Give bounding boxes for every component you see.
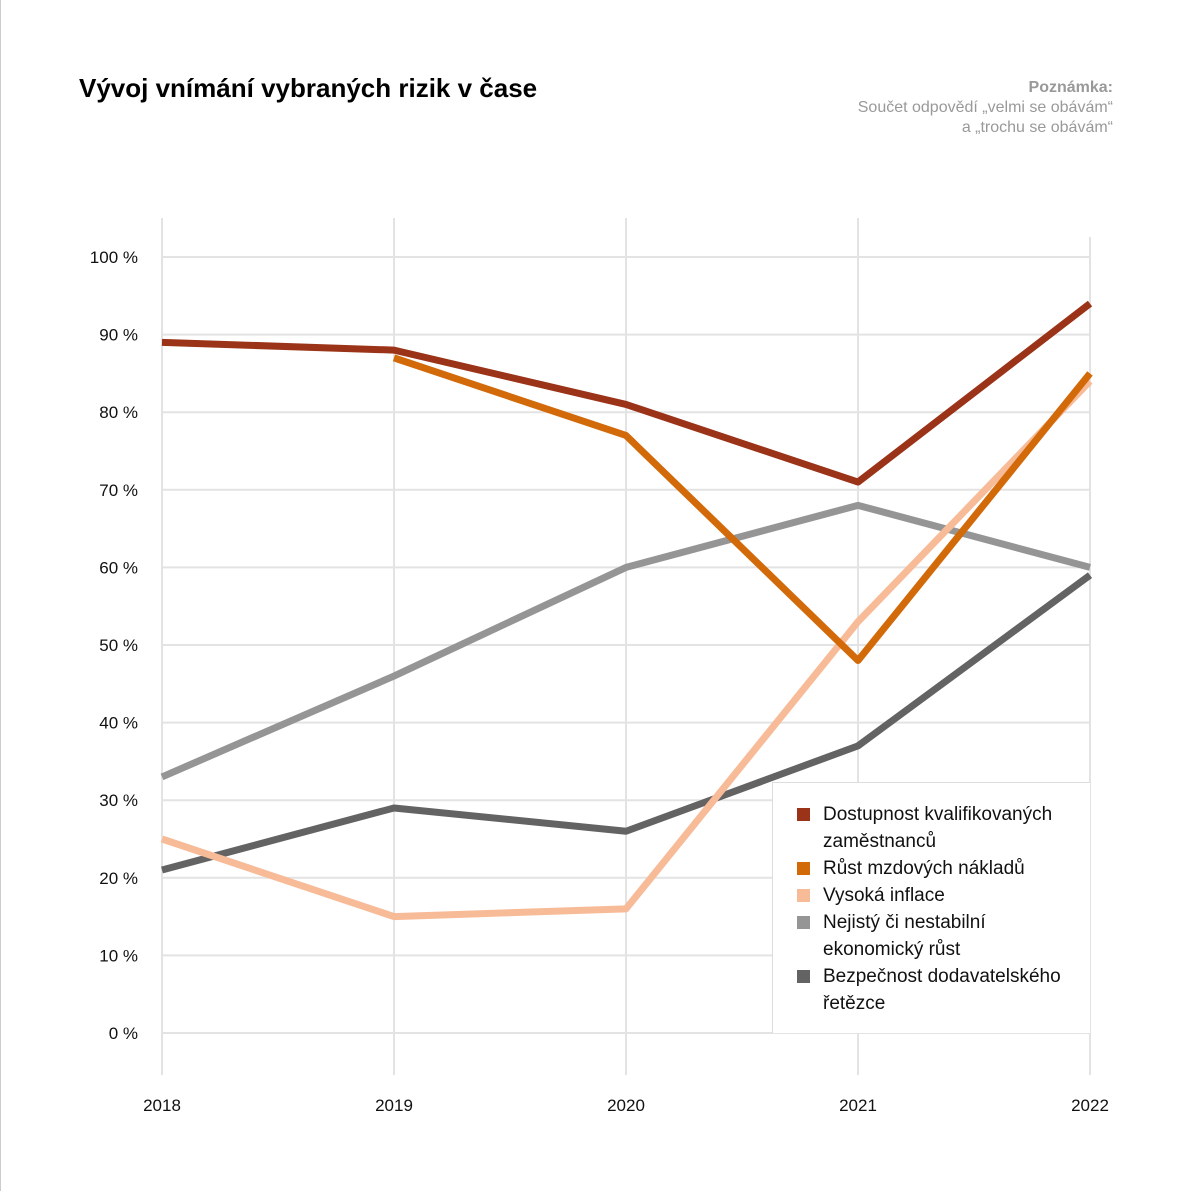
- y-tick-label: 60 %: [99, 558, 138, 577]
- note: Poznámka: Součet odpovědí „velmi se obáv…: [858, 78, 1113, 138]
- legend-swatch: [797, 862, 810, 875]
- x-tick-label: 2019: [375, 1096, 413, 1115]
- legend: Dostupnost kvalifikovaných zaměstnanců Rů…: [772, 782, 1090, 1033]
- y-tick-label: 0 %: [109, 1024, 138, 1043]
- y-tick-label: 30 %: [99, 791, 138, 810]
- series-line: [161, 300, 1093, 486]
- y-tick-label: 80 %: [99, 403, 138, 422]
- legend-item: Nejistý či nestabilní ekonomický růst: [797, 909, 1090, 963]
- y-tick-label: 10 %: [99, 946, 138, 965]
- legend-swatch: [797, 916, 810, 929]
- legend-label: Bezpečnost dodavatelského řetězce: [823, 966, 1061, 1014]
- legend-label: Růst mzdových nákladů: [823, 858, 1025, 879]
- note-heading: Poznámka:: [1028, 79, 1113, 96]
- legend-item: Růst mzdových nákladů: [797, 855, 1090, 882]
- series-line: [160, 501, 1091, 781]
- x-tick-label: 2022: [1071, 1096, 1109, 1115]
- legend-item: Bezpečnost dodavatelského řetězce: [797, 963, 1090, 1017]
- y-tick-label: 20 %: [99, 869, 138, 888]
- note-line: Součet odpovědí „velmi se obávám“: [857, 99, 1113, 116]
- x-tick-label: 2018: [143, 1096, 181, 1115]
- legend-swatch: [797, 970, 810, 983]
- series-line: [392, 354, 1093, 665]
- legend-item: Dostupnost kvalifikovaných zaměstnanců: [797, 801, 1090, 855]
- y-tick-label: 100 %: [90, 248, 138, 267]
- y-tick-label: 90 %: [99, 326, 138, 345]
- x-tick-label: 2021: [839, 1096, 877, 1115]
- legend-swatch: [797, 808, 810, 821]
- y-tick-label: 50 %: [99, 636, 138, 655]
- legend-label: Nejistý či nestabilní ekonomický růst: [823, 912, 986, 960]
- x-tick-label: 2020: [607, 1096, 645, 1115]
- legend-item: Vysoká inflace: [797, 882, 1090, 909]
- legend-swatch: [797, 889, 810, 902]
- chart-title: Vývoj vnímání vybraných rizik v čase: [79, 73, 538, 103]
- legend-label: Dostupnost kvalifikovaných zaměstnanců: [823, 804, 1053, 852]
- y-tick-label: 70 %: [99, 481, 138, 500]
- series-line: [160, 378, 1093, 921]
- series-line: [161, 572, 1093, 874]
- y-tick-label: 40 %: [99, 714, 138, 733]
- note-line: a „trochu se obávám“: [961, 119, 1113, 136]
- legend-label: Vysoká inflace: [823, 885, 945, 906]
